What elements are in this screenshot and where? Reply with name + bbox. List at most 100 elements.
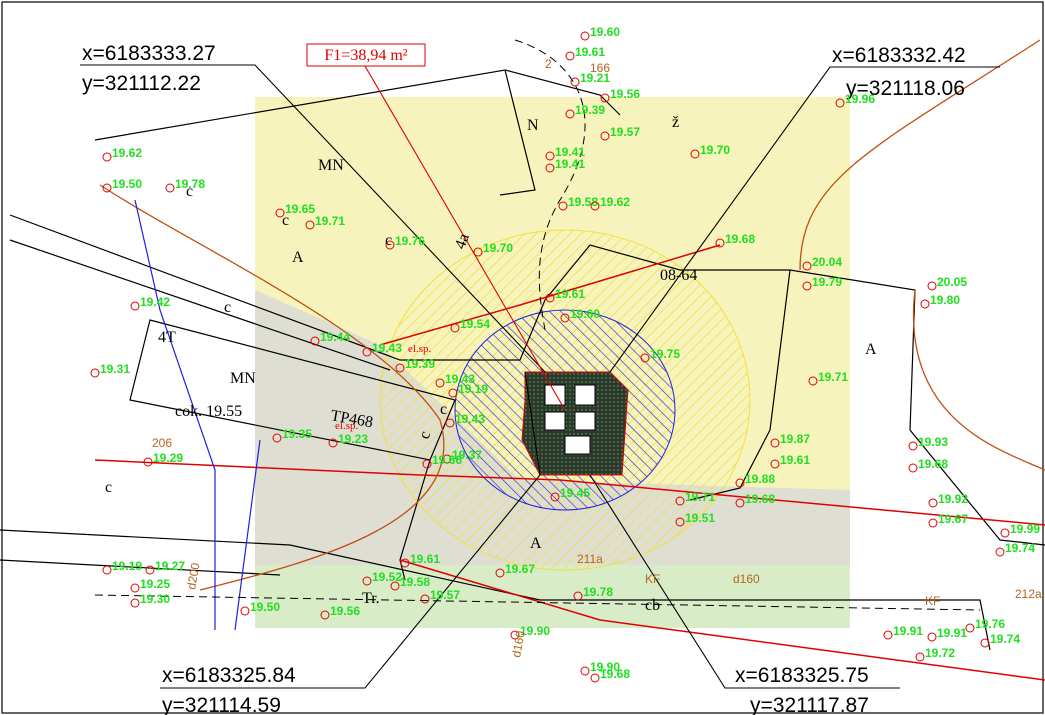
elevation: 19.52 [372, 570, 402, 584]
coord-x: x=6183325.84 [162, 664, 296, 687]
map-label: A [292, 249, 304, 266]
coord-x: x=6183333.27 [82, 42, 216, 65]
survey-map: F1=38,94 m² x=6183333.27 y=321112.22 x=6… [0, 0, 1045, 715]
elevation: 19.19 [458, 382, 488, 396]
elevation-point [131, 302, 139, 310]
map-label: c [224, 299, 231, 316]
elevation-point [103, 566, 111, 574]
electric-label: el.sp. [408, 343, 431, 355]
utility-label: 206 [152, 436, 172, 450]
elevation: 19.39 [575, 103, 605, 117]
elevation: 19.61 [555, 287, 585, 301]
elevation-point [131, 599, 139, 607]
elevation-point [131, 584, 139, 592]
coord-y: y=321117.87 [750, 694, 869, 715]
utility-label: 166 [590, 61, 610, 75]
utility-label: KF [645, 572, 660, 586]
elevation: 19.91 [937, 626, 967, 640]
coord-x: x=6183332.42 [832, 44, 966, 67]
elevation: 19.58 [400, 575, 430, 589]
elevation: 20.04 [812, 255, 842, 269]
elevation: 19.93 [918, 435, 948, 449]
utility-label: 2 [545, 57, 552, 71]
elevation-point [1001, 529, 1009, 537]
elevation: 19.60 [570, 307, 600, 321]
base-layer [0, 2, 1045, 713]
elevation: 19.88 [745, 472, 775, 486]
elevation: 19.31 [100, 362, 130, 376]
elevation: 19.62 [600, 195, 630, 209]
elevation: 19.51 [685, 511, 715, 525]
elevation: 19.61 [410, 552, 440, 566]
elevation: 19.99 [1010, 522, 1040, 536]
elevation: 19.25 [140, 577, 170, 591]
map-label: Tr. [362, 590, 380, 607]
elevation: 19.65 [285, 202, 315, 216]
map-label: 08-64 [660, 267, 697, 284]
map-label: c [440, 401, 447, 418]
elevation: 19.57 [430, 588, 460, 602]
area-label: F1=38,94 m² [324, 47, 407, 64]
map-label: cb [645, 597, 660, 614]
elevation: 19.44 [320, 330, 350, 344]
elevation: 19.68 [600, 667, 630, 681]
elevation: 19.23 [338, 432, 368, 446]
elevation-point [146, 566, 154, 574]
elevation-point [103, 153, 111, 161]
elevation: 19.57 [610, 125, 640, 139]
coord-y: y=321114.59 [162, 694, 281, 715]
elevation: 19.56 [330, 604, 360, 618]
elevation: 20.05 [937, 275, 967, 289]
elevation: 19.76 [395, 234, 425, 248]
map-label: MN [230, 370, 256, 387]
elevation: 19.76 [975, 617, 1005, 631]
elevation: 19.35 [282, 427, 312, 441]
elevation: 19.45 [560, 486, 590, 500]
elevation: 19.91 [893, 624, 923, 638]
elevation: 19.67 [938, 512, 968, 526]
elevation-point [166, 184, 174, 192]
elevation-point [909, 464, 917, 472]
elevation: 19.29 [153, 451, 183, 465]
map-label: A [865, 341, 877, 358]
map-label: c [385, 232, 392, 249]
map-label: cok. 19.55 [175, 403, 242, 420]
elevation-point [91, 369, 99, 377]
elevation: 19.43 [455, 412, 485, 426]
coord-y: y=321112.22 [82, 72, 201, 95]
elevation: 19.41 [555, 157, 585, 171]
elevation: 19.19 [112, 559, 142, 573]
map-label: A [530, 535, 542, 552]
map-label: c [282, 212, 289, 229]
elevation-point [571, 78, 579, 86]
elevation: 19.68 [745, 492, 775, 506]
elevation: 19.80 [930, 293, 960, 307]
elevation-point [884, 631, 892, 639]
elevation: 19.50 [250, 600, 280, 614]
elevation-point [928, 282, 936, 290]
elevation: 19.87 [780, 432, 810, 446]
map-label: c [105, 479, 112, 496]
elevation-point [928, 633, 936, 641]
elevation-point [966, 624, 974, 632]
elevation: 19.66 [432, 453, 462, 467]
elevation: 19.42 [140, 295, 170, 309]
elevation-point [929, 499, 937, 507]
elevation: 19.61 [780, 453, 810, 467]
elevation: 19.39 [405, 357, 435, 371]
elevation: 19.79 [812, 275, 842, 289]
elevation: 19.74 [990, 632, 1020, 646]
elevation: 19.72 [925, 646, 955, 660]
elevation-point [921, 300, 929, 308]
elevation: 19.92 [938, 492, 968, 506]
elevation-point [929, 519, 937, 527]
elevation: 19.71 [685, 490, 715, 504]
elevation: 19.50 [112, 177, 142, 191]
elevation: 19.60 [590, 25, 620, 39]
utility-label: KF [925, 594, 940, 608]
elevation: 19.67 [505, 562, 535, 576]
utility-label: 211a [577, 552, 603, 566]
elevation: 19.71 [315, 214, 345, 228]
elevation: 19.75 [650, 347, 680, 361]
elevation: 19.96 [845, 92, 875, 106]
